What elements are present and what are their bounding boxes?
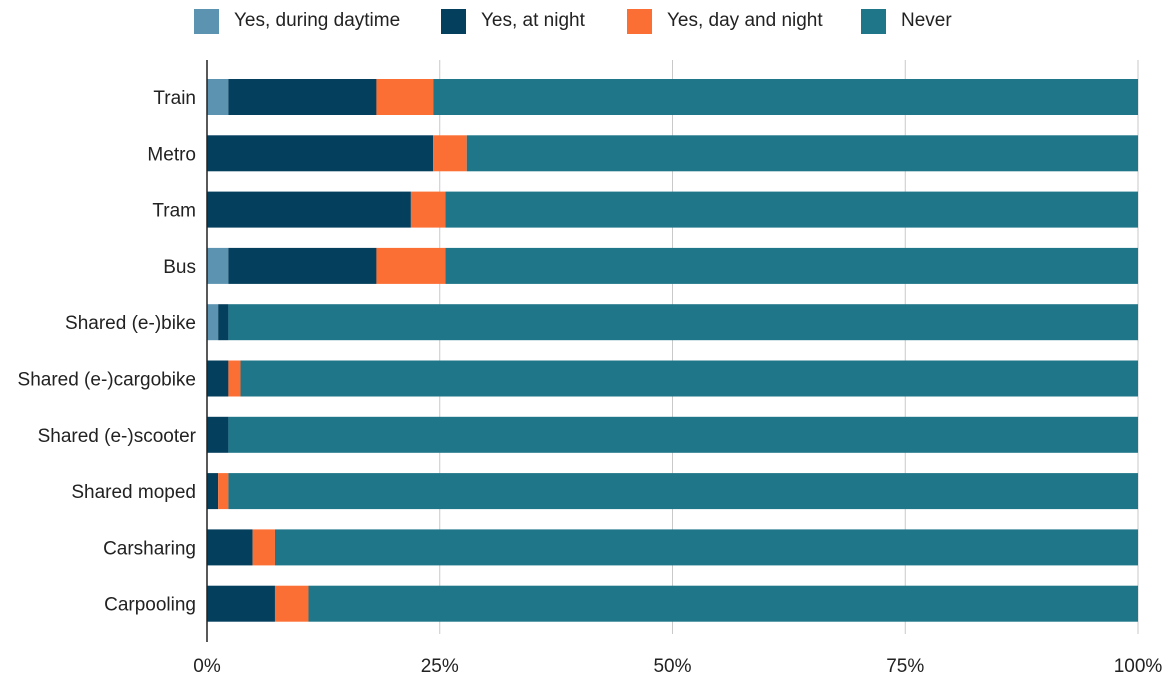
bar-segment <box>207 247 229 284</box>
category-label: Tram <box>152 201 196 222</box>
x-tick-label: 25% <box>421 656 459 677</box>
bar-segment <box>207 191 411 228</box>
bar-segment <box>207 473 219 510</box>
bar-segment <box>410 191 446 228</box>
legend-swatch <box>861 8 886 34</box>
x-tick-label: 50% <box>653 656 691 677</box>
bar-segment <box>207 360 229 397</box>
category-label: Carpooling <box>104 595 196 616</box>
bar-segment <box>240 360 1139 397</box>
category-label: Shared (e-)scooter <box>38 426 197 447</box>
bar-segment <box>207 416 229 453</box>
legend-label: Never <box>901 10 952 31</box>
legend-label: Yes, day and night <box>667 10 823 31</box>
legend-label: Yes, at night <box>481 10 585 31</box>
category-label: Shared moped <box>71 482 196 503</box>
category-label: Bus <box>163 257 196 278</box>
bar-segment <box>207 585 275 622</box>
category-label: Carsharing <box>103 538 196 559</box>
x-tick-label: 0% <box>193 656 221 677</box>
chart-legend: Yes, during daytime Yes, at night Yes, day… <box>0 0 1176 42</box>
bar-segment <box>274 529 1138 566</box>
bar-segment <box>308 585 1138 622</box>
category-label: Metro <box>147 144 196 165</box>
bar-segment <box>228 79 377 115</box>
bar-segment <box>228 360 241 397</box>
legend-swatch <box>627 8 652 34</box>
bar-segment <box>376 247 446 284</box>
legend-item: Never <box>861 7 952 35</box>
bar-segment <box>207 135 434 172</box>
bar-segment <box>218 304 229 341</box>
bar-segment <box>252 529 275 566</box>
bar-segment <box>228 473 1139 510</box>
bar-segment <box>228 304 1139 341</box>
bar-segment <box>433 135 467 172</box>
bar-segment <box>466 135 1138 172</box>
category-label: Train <box>153 88 196 109</box>
bar-segment <box>207 529 253 566</box>
bar-segment <box>207 79 229 115</box>
legend-item: Yes, during daytime <box>194 7 400 35</box>
bar-segment <box>218 473 229 510</box>
x-tick-label: 75% <box>886 656 924 677</box>
legend-item: Yes, day and night <box>627 7 823 35</box>
category-label: Shared (e-)bike <box>65 313 196 334</box>
bar-segment <box>274 585 309 622</box>
x-tick-label: 100% <box>1114 656 1163 677</box>
legend-swatch <box>194 8 219 34</box>
bar-segment <box>207 304 219 341</box>
bar-segment <box>228 416 1139 453</box>
category-label: Shared (e-)cargobike <box>18 370 196 391</box>
bar-segment <box>445 247 1138 284</box>
bar-segment <box>376 79 434 115</box>
bar-segment <box>433 79 1138 115</box>
legend-item: Yes, at night <box>441 7 585 35</box>
bar-segment <box>445 191 1138 228</box>
bar-segment <box>228 247 377 284</box>
legend-label: Yes, during daytime <box>234 10 401 31</box>
legend-swatch <box>441 8 466 34</box>
